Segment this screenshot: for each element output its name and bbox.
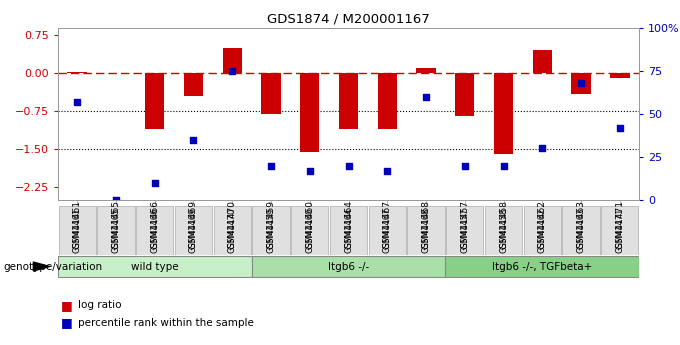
Text: GSM41460: GSM41460 <box>305 200 314 249</box>
FancyBboxPatch shape <box>445 256 639 277</box>
Bar <box>145 73 165 129</box>
Text: GSM41470: GSM41470 <box>228 208 237 253</box>
Text: GSM41468: GSM41468 <box>422 200 430 249</box>
Point <box>575 80 586 86</box>
Polygon shape <box>33 262 50 271</box>
Point <box>420 94 431 99</box>
Text: GSM41464: GSM41464 <box>344 208 353 253</box>
Bar <box>494 73 513 155</box>
Point <box>537 146 547 151</box>
Bar <box>571 73 591 93</box>
Bar <box>67 72 87 73</box>
Point <box>72 99 83 105</box>
Point <box>382 168 393 174</box>
Text: GSM41469: GSM41469 <box>189 208 198 253</box>
FancyBboxPatch shape <box>58 256 252 277</box>
Bar <box>339 73 358 129</box>
Text: ■: ■ <box>61 316 73 329</box>
Text: GSM41458: GSM41458 <box>499 200 508 249</box>
Point <box>343 163 354 168</box>
Point <box>305 168 316 174</box>
Text: GSM41467: GSM41467 <box>383 208 392 253</box>
Point <box>226 68 238 73</box>
Point <box>498 163 509 168</box>
FancyBboxPatch shape <box>291 206 328 255</box>
FancyBboxPatch shape <box>252 206 290 255</box>
Text: GSM41461: GSM41461 <box>73 200 82 249</box>
Text: GSM41459: GSM41459 <box>267 208 275 253</box>
Bar <box>532 50 552 73</box>
Text: ■: ■ <box>61 299 73 312</box>
Text: GSM41459: GSM41459 <box>267 200 275 249</box>
FancyBboxPatch shape <box>58 206 96 255</box>
Bar <box>261 73 281 114</box>
Bar <box>184 73 203 96</box>
Text: genotype/variation: genotype/variation <box>3 263 103 272</box>
Bar <box>377 73 397 129</box>
Text: Itgb6 -/-, TGFbeta+: Itgb6 -/-, TGFbeta+ <box>492 262 592 272</box>
Text: GSM41471: GSM41471 <box>615 200 624 249</box>
Text: GSM41471: GSM41471 <box>615 208 624 253</box>
Text: GSM41470: GSM41470 <box>228 200 237 249</box>
Text: GSM41462: GSM41462 <box>538 208 547 253</box>
FancyBboxPatch shape <box>252 256 445 277</box>
Text: GSM41457: GSM41457 <box>460 208 469 253</box>
FancyBboxPatch shape <box>136 206 173 255</box>
Bar <box>416 68 436 73</box>
Text: GSM41462: GSM41462 <box>538 200 547 249</box>
FancyBboxPatch shape <box>562 206 600 255</box>
Text: GSM41465: GSM41465 <box>112 208 120 253</box>
Text: GSM41468: GSM41468 <box>422 208 430 253</box>
Text: GSM41461: GSM41461 <box>73 208 82 253</box>
FancyBboxPatch shape <box>369 206 406 255</box>
Text: Itgb6 -/-: Itgb6 -/- <box>328 262 369 272</box>
Text: GSM41467: GSM41467 <box>383 200 392 249</box>
Text: GSM41466: GSM41466 <box>150 208 159 253</box>
FancyBboxPatch shape <box>524 206 561 255</box>
Title: GDS1874 / M200001167: GDS1874 / M200001167 <box>267 12 430 25</box>
Text: GSM41463: GSM41463 <box>577 200 585 249</box>
Text: GSM41469: GSM41469 <box>189 200 198 249</box>
Point <box>149 180 160 186</box>
Text: GSM41465: GSM41465 <box>112 200 120 249</box>
FancyBboxPatch shape <box>175 206 212 255</box>
FancyBboxPatch shape <box>214 206 251 255</box>
Text: GSM41458: GSM41458 <box>499 208 508 253</box>
Text: GSM41466: GSM41466 <box>150 200 159 249</box>
Bar <box>455 73 475 116</box>
FancyBboxPatch shape <box>485 206 522 255</box>
Text: log ratio: log ratio <box>78 300 122 310</box>
FancyBboxPatch shape <box>446 206 483 255</box>
Point <box>614 125 625 130</box>
Text: percentile rank within the sample: percentile rank within the sample <box>78 318 254 327</box>
Text: GSM41460: GSM41460 <box>305 208 314 253</box>
Text: GSM41464: GSM41464 <box>344 200 353 249</box>
Text: GSM41457: GSM41457 <box>460 200 469 249</box>
Bar <box>300 73 320 152</box>
Bar <box>610 73 630 78</box>
Point <box>460 163 471 168</box>
FancyBboxPatch shape <box>330 206 367 255</box>
Point <box>110 197 121 203</box>
Text: wild type: wild type <box>131 262 179 272</box>
FancyBboxPatch shape <box>407 206 445 255</box>
Bar <box>222 48 242 73</box>
Point <box>265 163 276 168</box>
Text: GSM41463: GSM41463 <box>577 208 585 253</box>
FancyBboxPatch shape <box>97 206 135 255</box>
Point <box>188 137 199 142</box>
FancyBboxPatch shape <box>601 206 639 255</box>
